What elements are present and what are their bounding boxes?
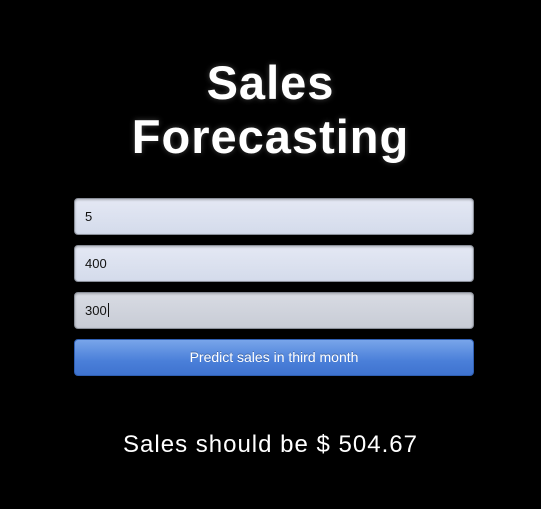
month-3-input-value: 300 bbox=[85, 303, 107, 318]
prediction-result: Sales should be $ 504.67 bbox=[123, 431, 418, 458]
forecast-form: 5 400 300 Predict sales in third month bbox=[74, 198, 474, 376]
page-title-line-1: Sales bbox=[206, 56, 335, 109]
month-2-input[interactable]: 400 bbox=[74, 245, 474, 282]
text-caret bbox=[107, 303, 109, 317]
predict-button[interactable]: Predict sales in third month bbox=[74, 339, 474, 376]
month-3-input[interactable]: 300 bbox=[74, 292, 474, 329]
month-1-input[interactable]: 5 bbox=[74, 198, 474, 235]
month-1-input-value: 5 bbox=[85, 209, 93, 224]
page-title-line-2: Forecasting bbox=[131, 110, 410, 163]
month-2-input-value: 400 bbox=[85, 256, 107, 271]
page-title: Sales Forecasting bbox=[0, 56, 541, 164]
